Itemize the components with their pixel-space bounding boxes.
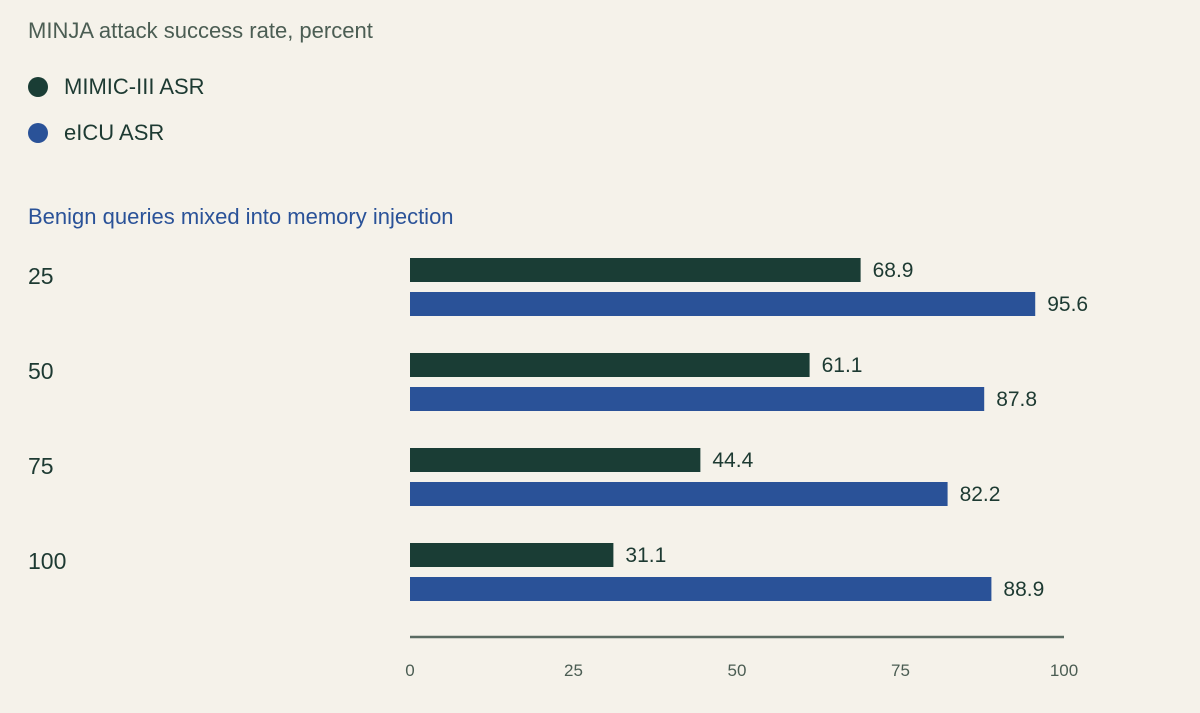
legend-swatch-mimic	[28, 77, 48, 97]
data-label: 87.8	[996, 388, 1037, 411]
data-label: 68.9	[873, 259, 914, 282]
legend-item-eicu: eICU ASR	[28, 110, 205, 156]
x-tick-label: 50	[728, 661, 747, 680]
bar	[410, 543, 614, 567]
bar	[410, 387, 985, 411]
bar	[410, 482, 948, 506]
bar	[410, 292, 1036, 316]
bar	[410, 353, 810, 377]
category-label: 50	[28, 358, 54, 384]
legend-item-mimic: MIMIC-III ASR	[28, 64, 205, 110]
x-tick-label: 25	[564, 661, 583, 680]
x-tick-label: 75	[891, 661, 910, 680]
data-label: 88.9	[1003, 578, 1044, 601]
bar	[410, 258, 861, 282]
x-tick-label: 100	[1050, 661, 1078, 680]
data-label: 61.1	[822, 354, 863, 377]
x-tick-label: 0	[405, 661, 414, 680]
legend-swatch-eicu	[28, 123, 48, 143]
data-label: 95.6	[1047, 293, 1088, 316]
chart-subtitle: Benign queries mixed into memory injecti…	[28, 204, 454, 229]
category-label: 25	[28, 263, 54, 289]
legend-label-mimic: MIMIC-III ASR	[64, 74, 205, 99]
legend-label-eicu: eICU ASR	[64, 120, 165, 145]
bar	[410, 448, 701, 472]
data-label: 44.4	[712, 449, 753, 472]
bar	[410, 577, 992, 601]
data-label: 31.1	[625, 544, 666, 567]
category-label: 75	[28, 453, 54, 479]
data-label: 82.2	[960, 483, 1001, 506]
category-label: 100	[28, 548, 66, 574]
chart-title: MINJA attack success rate, percent	[28, 18, 373, 43]
legend: MIMIC-III ASR eICU ASR	[28, 64, 205, 156]
